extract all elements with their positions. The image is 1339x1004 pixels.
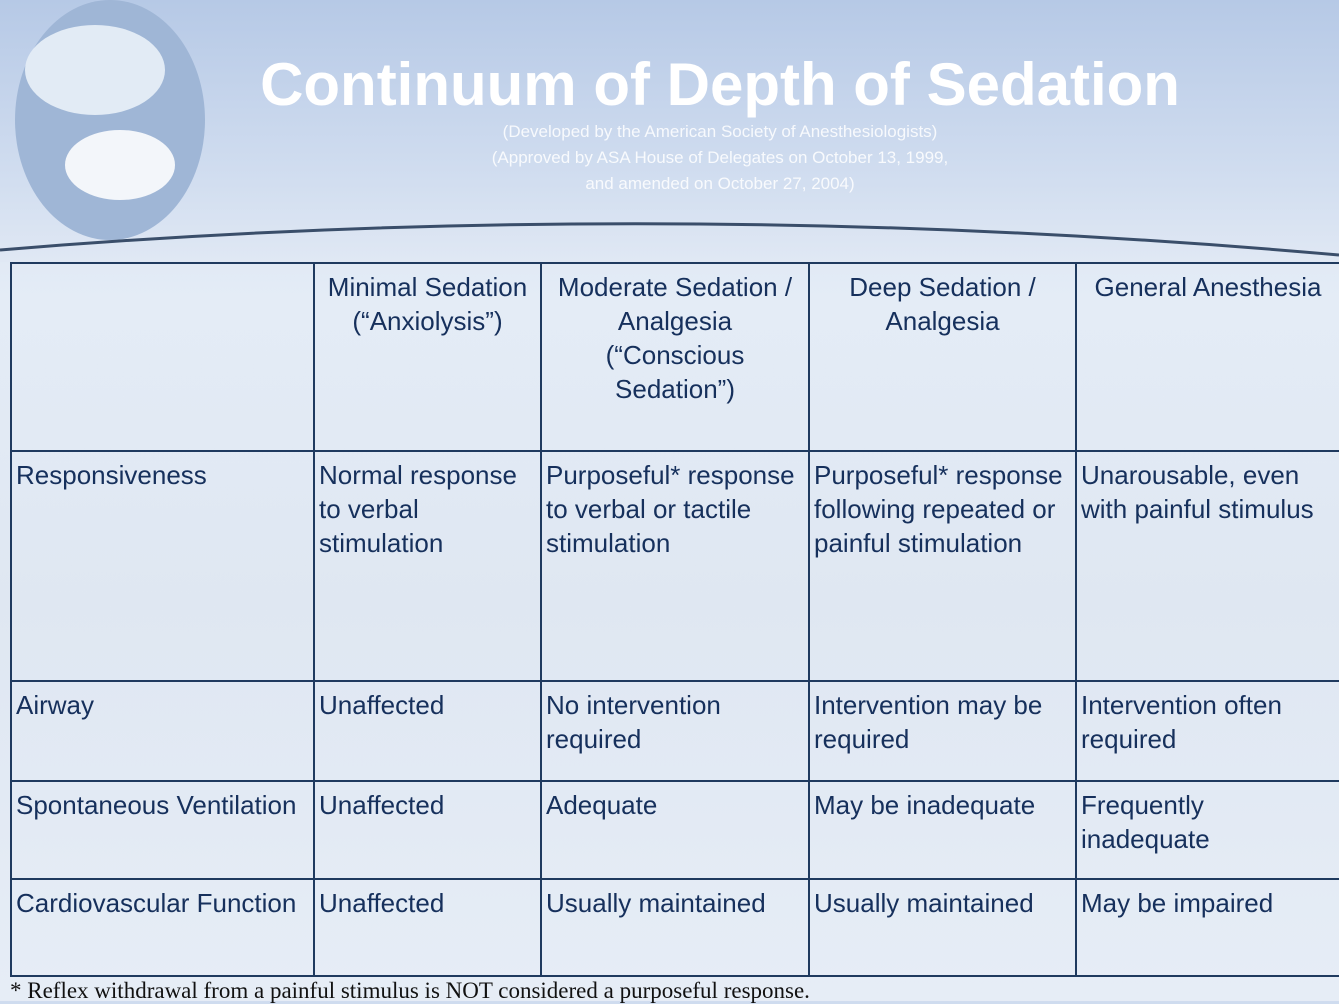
table-cell: Unaffected <box>313 780 542 880</box>
table-cell: Unaffected <box>313 878 542 977</box>
header-band: Continuum of Depth of Sedation (Develope… <box>0 0 1339 262</box>
table-cell: Intervention often required <box>1075 680 1339 782</box>
subtitle: (Approved by ASA House of Delegates on O… <box>491 148 949 167</box>
row-header: Spontaneous Ventilation <box>10 780 315 880</box>
table-row: Responsiveness Normal response to verbal … <box>10 450 1339 682</box>
corner-cell <box>10 262 315 452</box>
table-cell: No intervention required <box>540 680 810 782</box>
table-cell: Unaffected <box>313 680 542 782</box>
table-cell: Unarousable, even with painful stimulus <box>1075 450 1339 682</box>
table-cell: Adequate <box>540 780 810 880</box>
table-cell: Usually maintained <box>808 878 1077 977</box>
column-header: Deep Sedation / Analgesia <box>808 262 1077 452</box>
table-cell: Purposeful* response to verbal or tactil… <box>540 450 810 682</box>
title: Continuum of Depth of Sedation <box>260 51 1180 118</box>
row-header: Airway <box>10 680 315 782</box>
table-cell: Purposeful* response following repeated … <box>808 450 1077 682</box>
table-cell: Frequently inadequate <box>1075 780 1339 880</box>
column-header: Minimal Sedation (“Anxiolysis”) <box>313 262 542 452</box>
table-row: Airway Unaffected No intervention required… <box>10 680 1339 782</box>
row-header: Cardiovascular Function <box>10 878 315 977</box>
column-header: Moderate Sedation / Analgesia (“Consciou… <box>540 262 810 452</box>
row-header: Responsiveness <box>10 450 315 682</box>
surgeon-mask <box>65 130 175 200</box>
column-header: General Anesthesia <box>1075 262 1339 452</box>
table-row: Spontaneous Ventilation Unaffected Adequat… <box>10 780 1339 880</box>
header-row: Minimal Sedation (“Anxiolysis”) Moderate … <box>10 262 1339 452</box>
table-cell: May be inadequate <box>808 780 1077 880</box>
subtitle: and amended on October 27, 2004) <box>585 174 855 193</box>
header-swoosh <box>0 222 1339 257</box>
footnote: * Reflex withdrawal from a painful stimu… <box>10 978 810 1003</box>
surgeon-cap <box>25 25 165 115</box>
subtitle: (Developed by the American Society of An… <box>502 122 938 141</box>
table-row: Cardiovascular Function Unaffected Usually… <box>10 878 1339 977</box>
header-art <box>0 0 1339 257</box>
table-cell: May be impaired <box>1075 878 1339 977</box>
sedation-table: Minimal Sedation (“Anxiolysis”) Moderate … <box>10 262 1339 977</box>
table-cell: Normal response to verbal stimulation <box>313 450 542 682</box>
table-cell: Intervention may be required <box>808 680 1077 782</box>
table-cell: Usually maintained <box>540 878 810 977</box>
